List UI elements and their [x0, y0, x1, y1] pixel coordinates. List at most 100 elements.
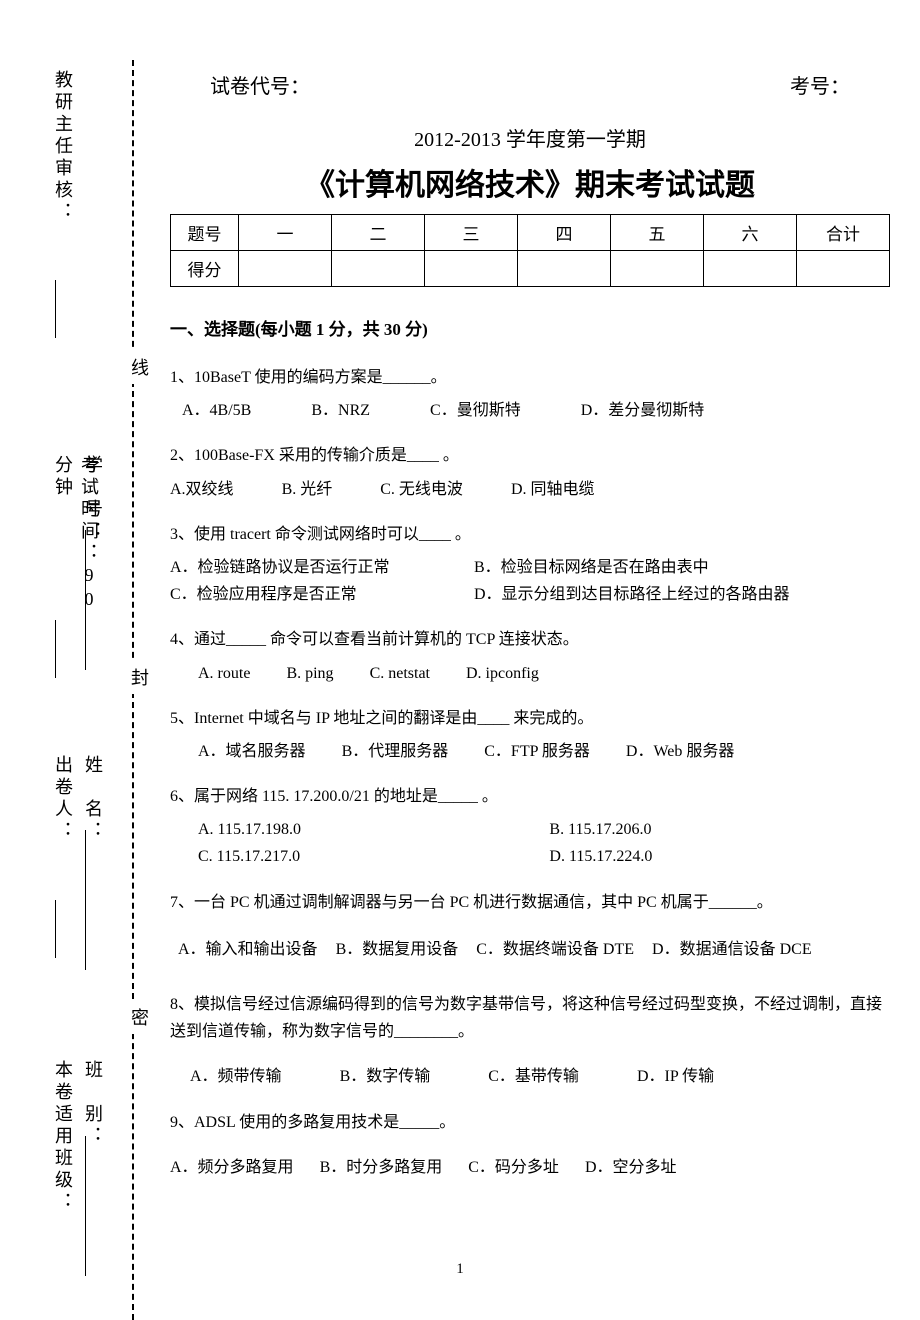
score-cell	[610, 251, 703, 287]
option: B. 光纤	[282, 476, 333, 503]
option: A．域名服务器	[198, 738, 306, 765]
question: 2、100Base-FX 采用的传输介质是____ 。 A.双绞线 B. 光纤 C. …	[170, 442, 890, 502]
option: A．4B/5B	[182, 397, 251, 424]
option: B．时分多路复用	[320, 1154, 443, 1181]
question: 9、ADSL 使用的多路复用技术是_____。 A．频分多路复用 B．时分多路复用 C…	[170, 1109, 890, 1181]
score-cell	[239, 251, 332, 287]
question-options: A. route B. ping C. netstat D. ipconfig	[170, 660, 890, 687]
score-label-cell: 得分	[171, 251, 239, 287]
option: D. 115.17.224.0	[549, 843, 860, 870]
fold-label-seal: 封	[128, 660, 152, 694]
option: C．码分多址	[468, 1154, 559, 1181]
score-header-cell: 五	[610, 215, 703, 251]
class-scope-label: 本卷适用班级：	[50, 1060, 76, 1230]
fold-label-secret: 密	[128, 1000, 152, 1034]
option: C．基带传输	[488, 1063, 579, 1090]
score-header-cell: 题号	[171, 215, 239, 251]
question-options: A. 115.17.198.0 B. 115.17.206.0 C. 115.17.…	[170, 816, 890, 870]
score-header-cell: 三	[425, 215, 518, 251]
table-row: 得分	[171, 251, 890, 287]
option: D．空分多址	[585, 1154, 677, 1181]
question: 7、一台 PC 机通过调制解调器与另一台 PC 机进行数据通信，其中 PC 机属…	[170, 889, 890, 963]
score-cell	[703, 251, 796, 287]
question-options: A．频带传输 B．数字传输 C．基带传输 D．IP 传输	[170, 1063, 890, 1090]
option: B．数据复用设备	[336, 936, 459, 963]
reviewer-label: 教研主任审核：	[50, 70, 76, 270]
option: B．数字传输	[340, 1063, 431, 1090]
option: A．频分多路复用	[170, 1154, 294, 1181]
table-row: 题号 一 二 三 四 五 六 合计	[171, 215, 890, 251]
option: B．NRZ	[311, 397, 370, 424]
option: A.双绞线	[170, 476, 234, 503]
main-content: 试卷代号： 考号： 2012-2013 学年度第一学期 《计算机网络技术》期末考…	[170, 70, 890, 1199]
option: C. 115.17.217.0	[198, 843, 509, 870]
author-label: 出卷人：	[50, 755, 76, 895]
option: B．检验目标网络是否在路由表中	[474, 554, 709, 581]
score-header-cell: 四	[517, 215, 610, 251]
header-line: 试卷代号： 考号：	[170, 70, 890, 99]
exam-no-label: 考号：	[790, 70, 850, 99]
question-text: 4、通过_____ 命令可以查看当前计算机的 TCP 连接状态。	[170, 626, 890, 653]
question-options: A．输入和输出设备 B．数据复用设备 C．数据终端设备 DTE D．数据通信设备 DC…	[170, 936, 890, 963]
question-text: 3、使用 tracert 命令测试网络时可以____ 。	[170, 521, 890, 548]
score-cell	[796, 251, 889, 287]
score-header-cell: 一	[239, 215, 332, 251]
score-cell	[517, 251, 610, 287]
score-table: 题号 一 二 三 四 五 六 合计 得分	[170, 214, 890, 287]
option: C. netstat	[370, 660, 430, 687]
exam-binding-sidebar: 教研主任审核： 考试时间：90 分钟 学 号： 出卷人： 姓 名： 本卷适用班级…	[0, 60, 170, 1260]
option: D．数据通信设备 DCE	[652, 936, 812, 963]
question: 5、Internet 中域名与 IP 地址之间的翻译是由____ 来完成的。 A．…	[170, 705, 890, 765]
option: B. 115.17.206.0	[549, 816, 860, 843]
score-cell	[332, 251, 425, 287]
option: D. ipconfig	[466, 660, 539, 687]
question-text: 9、ADSL 使用的多路复用技术是_____。	[170, 1109, 890, 1136]
question: 8、模拟信号经过信源编码得到的信号为数字基带信号，将这种信号经过码型变换，不经过…	[170, 991, 890, 1091]
question-text: 5、Internet 中域名与 IP 地址之间的翻译是由____ 来完成的。	[170, 705, 890, 732]
section-title: 一、选择题(每小题 1 分，共 30 分)	[170, 315, 890, 340]
question-options: A．域名服务器 B．代理服务器 C．FTP 服务器 D．Web 服务器	[170, 738, 890, 765]
option: C．曼彻斯特	[430, 397, 521, 424]
question: 4、通过_____ 命令可以查看当前计算机的 TCP 连接状态。 A. route…	[170, 626, 890, 686]
exam-title: 《计算机网络技术》期末考试试题	[170, 160, 890, 204]
option: C. 无线电波	[380, 476, 463, 503]
option: D．IP 传输	[637, 1063, 714, 1090]
question-options: A．检验链路协议是否运行正常 B．检验目标网络是否在路由表中 C．检验应用程序是否正…	[170, 554, 890, 608]
page-number: 1	[0, 1261, 920, 1278]
option: A．频带传输	[190, 1063, 282, 1090]
question: 1、10BaseT 使用的编码方案是______。 A．4B/5B B．NRZ C．曼…	[170, 364, 890, 424]
question-text: 2、100Base-FX 采用的传输介质是____ 。	[170, 442, 890, 469]
fold-label-line: 线	[128, 350, 152, 384]
option: A．输入和输出设备	[178, 936, 318, 963]
paper-code-label: 试卷代号：	[210, 70, 310, 99]
option: B．代理服务器	[342, 738, 449, 765]
question-text: 8、模拟信号经过信源编码得到的信号为数字基带信号，将这种信号经过码型变换，不经过…	[170, 991, 890, 1045]
question-text: 1、10BaseT 使用的编码方案是______。	[170, 364, 890, 391]
question-options: A.双绞线 B. 光纤 C. 无线电波 D. 同轴电缆	[170, 476, 890, 503]
option: A. 115.17.198.0	[198, 816, 509, 843]
option: C．数据终端设备 DTE	[476, 936, 634, 963]
student-name-label: 姓 名：	[80, 755, 106, 843]
option: D．显示分组到达目标路径上经过的各路由器	[474, 581, 790, 608]
score-header-cell: 二	[332, 215, 425, 251]
student-no-label: 学 号：	[80, 455, 106, 543]
option: D. 同轴电缆	[511, 476, 595, 503]
option: A. route	[198, 660, 250, 687]
question-options: A．频分多路复用 B．时分多路复用 C．码分多址 D．空分多址	[170, 1154, 890, 1181]
class-type-label: 班 别：	[80, 1060, 106, 1148]
semester-line: 2012-2013 学年度第一学期	[170, 123, 890, 152]
question-text: 6、属于网络 115. 17.200.0/21 的地址是_____ 。	[170, 783, 890, 810]
option: D．差分曼彻斯特	[581, 397, 705, 424]
question-text: 7、一台 PC 机通过调制解调器与另一台 PC 机进行数据通信，其中 PC 机属…	[170, 889, 890, 916]
option: C．FTP 服务器	[484, 738, 590, 765]
question: 6、属于网络 115. 17.200.0/21 的地址是_____ 。 A. 11…	[170, 783, 890, 871]
option: A．检验链路协议是否运行正常	[170, 554, 450, 581]
option: D．Web 服务器	[626, 738, 734, 765]
question: 3、使用 tracert 命令测试网络时可以____ 。 A．检验链路协议是否运行…	[170, 521, 890, 609]
option: B. ping	[286, 660, 333, 687]
score-cell	[425, 251, 518, 287]
question-options: A．4B/5B B．NRZ C．曼彻斯特 D．差分曼彻斯特	[170, 397, 890, 424]
score-header-cell: 合计	[796, 215, 889, 251]
score-header-cell: 六	[703, 215, 796, 251]
option: C．检验应用程序是否正常	[170, 581, 450, 608]
